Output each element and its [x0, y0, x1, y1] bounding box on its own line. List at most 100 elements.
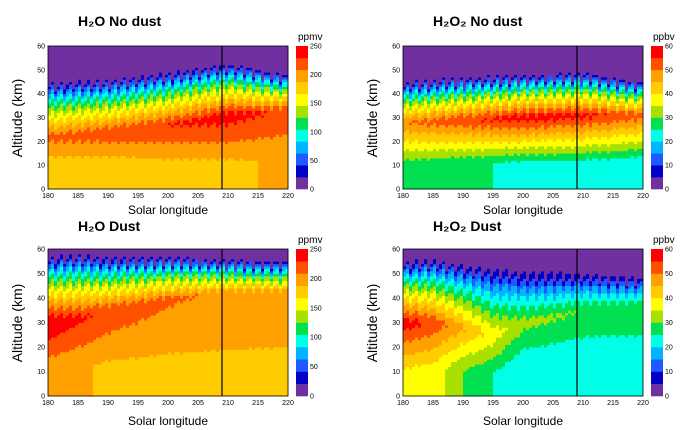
heatmap-cell: [93, 98, 96, 101]
heatmap-cell: [249, 163, 252, 166]
heatmap-cell: [120, 115, 123, 118]
heatmap-cell: [132, 89, 135, 92]
heatmap-cell: [69, 103, 72, 106]
heatmap-cell: [216, 48, 219, 51]
heatmap-cell: [63, 98, 66, 101]
heatmap-cell: [126, 168, 129, 171]
heatmap-cell: [102, 146, 105, 149]
heatmap-cell: [240, 87, 243, 90]
heatmap-cell: [186, 158, 189, 161]
heatmap-cell: [180, 91, 183, 94]
heatmap-cell: [207, 170, 210, 173]
heatmap-cell: [168, 58, 171, 61]
heatmap-cell: [87, 67, 90, 70]
heatmap-cell: [183, 122, 186, 125]
heatmap-cell: [141, 153, 144, 156]
heatmap-cell: [192, 98, 195, 101]
heatmap-cell: [246, 134, 249, 137]
heatmap-cell: [279, 165, 282, 168]
heatmap-cell: [216, 129, 219, 132]
heatmap-cell: [228, 170, 231, 173]
heatmap-cell: [267, 177, 270, 180]
heatmap-cell: [249, 96, 252, 99]
heatmap-cell: [99, 137, 102, 140]
heatmap-cell: [234, 70, 237, 73]
heatmap-cell: [54, 98, 57, 101]
heatmap-cell: [111, 96, 114, 99]
heatmap-cell: [192, 168, 195, 171]
heatmap-cell: [57, 177, 60, 180]
heatmap-cell: [249, 118, 252, 121]
heatmap-cell: [255, 168, 258, 171]
heatmap-cell: [114, 72, 117, 75]
heatmap-cell: [213, 172, 216, 175]
heatmap-cell: [90, 46, 93, 49]
heatmap-cell: [126, 148, 129, 151]
heatmap-cell: [87, 94, 90, 97]
heatmap-cell: [192, 67, 195, 70]
heatmap-cell: [129, 79, 132, 82]
heatmap-cell: [180, 151, 183, 154]
heatmap-cell: [216, 84, 219, 87]
heatmap-cell: [126, 48, 129, 51]
heatmap-cell: [105, 134, 108, 137]
heatmap-cell: [180, 60, 183, 63]
heatmap-cell: [409, 153, 412, 156]
heatmap-cell: [81, 172, 84, 175]
heatmap-cell: [252, 84, 255, 87]
heatmap-cell: [141, 56, 144, 59]
heatmap-cell: [66, 151, 69, 154]
heatmap-cell: [114, 94, 117, 97]
heatmap-cell: [189, 79, 192, 82]
heatmap-cell: [78, 184, 81, 187]
heatmap-cell: [135, 106, 138, 109]
heatmap-cell: [228, 110, 231, 113]
heatmap-cell: [201, 148, 204, 151]
heatmap-cell: [51, 184, 54, 187]
heatmap-cell: [201, 120, 204, 123]
heatmap-cell: [78, 146, 81, 149]
heatmap-cell: [237, 51, 240, 54]
heatmap-cell: [273, 84, 276, 87]
heatmap-cell: [261, 165, 264, 168]
heatmap-cell: [153, 132, 156, 135]
heatmap-cell: [126, 160, 129, 163]
heatmap-cell: [150, 82, 153, 85]
heatmap-cell: [108, 89, 111, 92]
heatmap-cell: [264, 134, 267, 137]
heatmap-cell: [282, 170, 285, 173]
heatmap-cell: [96, 98, 99, 101]
heatmap-cell: [153, 67, 156, 70]
heatmap-cell: [159, 103, 162, 106]
heatmap-cell: [84, 75, 87, 78]
heatmap-cell: [108, 106, 111, 109]
heatmap-cell: [123, 98, 126, 101]
heatmap-cell: [117, 46, 120, 49]
heatmap-cell: [66, 132, 69, 135]
heatmap-cell: [54, 134, 57, 137]
heatmap-cell: [165, 120, 168, 123]
heatmap-cell: [114, 120, 117, 123]
heatmap-cell: [72, 101, 75, 104]
heatmap-cell: [174, 184, 177, 187]
heatmap-cell: [207, 132, 210, 135]
heatmap-cell: [117, 158, 120, 161]
heatmap-cell: [252, 115, 255, 118]
heatmap-cell: [150, 127, 153, 130]
heatmap-cell: [213, 63, 216, 66]
heatmap-cell: [246, 132, 249, 135]
heatmap-cell: [48, 91, 51, 94]
heatmap-cell: [132, 151, 135, 154]
heatmap-cell: [282, 63, 285, 66]
heatmap-cell: [105, 77, 108, 80]
heatmap-cell: [63, 48, 66, 51]
heatmap-cell: [111, 118, 114, 121]
heatmap-cell: [261, 108, 264, 111]
heatmap-cell: [171, 67, 174, 70]
heatmap-cell: [198, 175, 201, 178]
heatmap-cell: [249, 77, 252, 80]
heatmap-cell: [258, 175, 261, 178]
heatmap-cell: [225, 51, 228, 54]
heatmap-cell: [258, 48, 261, 51]
heatmap-cell: [195, 165, 198, 168]
